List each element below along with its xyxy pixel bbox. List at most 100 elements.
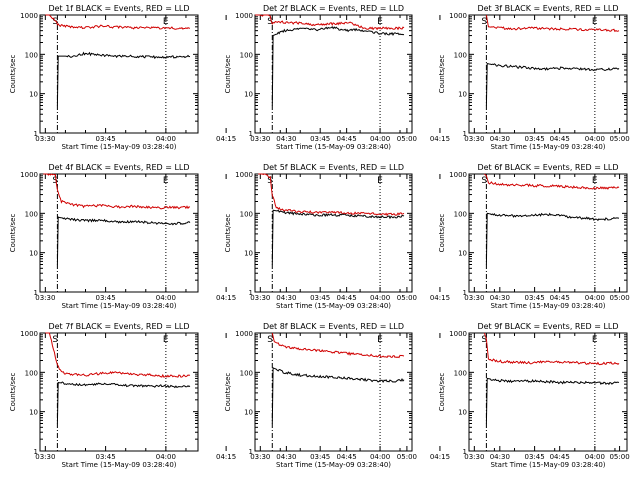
x-tick-label: 04:00	[585, 294, 605, 302]
y-axis-label: Counts/sec	[9, 55, 17, 94]
y-tick-label: 10	[29, 409, 38, 417]
y-tick-label: 1000	[449, 171, 467, 179]
x-tick-label: 04:00	[585, 453, 605, 461]
x-tick-label: 03:45	[96, 453, 116, 461]
series-events-line	[271, 367, 405, 424]
x-tick-label: 03:45	[96, 135, 116, 143]
plot-panel-5: Det 5f BLACK = Events, RED = LLD11010010…	[224, 163, 630, 310]
plot-panel-1: Det 1f BLACK = Events, RED = LLD11010010…	[9, 4, 417, 151]
x-axis-label: Start Time (15-May-09 03:28:40)	[276, 461, 391, 469]
plot-title: Det 5f BLACK = Events, RED = LLD	[263, 163, 404, 172]
series-lld-line	[483, 332, 620, 366]
series-lld-line	[43, 173, 191, 210]
y-tick-label: 100	[454, 51, 467, 59]
start-marker-label: S	[52, 335, 58, 345]
end-marker-label: E	[163, 17, 169, 27]
y-axis-label: Counts/sec	[9, 373, 17, 412]
x-tick-label: 03:45	[525, 135, 545, 143]
x-axis-label: Start Time (15-May-09 03:28:40)	[61, 302, 176, 310]
x-tick-label: 03:30	[35, 453, 55, 461]
x-tick-label: 03:30	[250, 453, 270, 461]
x-tick-label: 04:00	[156, 294, 176, 302]
y-tick-label: 100	[454, 210, 467, 218]
y-tick-label: 1	[249, 130, 253, 138]
series-lld-line	[255, 14, 405, 31]
x-tick-label: 04:45	[337, 135, 357, 143]
x-axis-label: Start Time (15-May-09 03:28:40)	[490, 461, 605, 469]
x-tick-label: 05:00	[397, 294, 417, 302]
y-tick-label: 1000	[20, 330, 38, 338]
x-tick-label: 04:45	[550, 135, 570, 143]
series-events-line	[271, 209, 405, 265]
plot-panel-6: Det 6f BLACK = Events, RED = LLD 1 10 100 10…	[438, 163, 628, 310]
y-tick-label: 100	[240, 210, 253, 218]
x-axis-label: Start Time (15-May-09 03:28:40)	[276, 302, 391, 310]
plot-panel-3: Det 3f BLACK = Events, RED = LLD 1 10 100 10…	[438, 4, 628, 151]
plot-frame	[254, 332, 413, 452]
x-tick-label: 03:45	[96, 294, 116, 302]
end-marker-label: E	[377, 176, 383, 186]
y-axis-label: Counts/sec	[224, 373, 232, 412]
series-lld-line	[484, 173, 620, 190]
y-axis-label: Counts/sec	[438, 55, 446, 94]
plot-frame	[468, 173, 628, 293]
series-events-line	[271, 26, 405, 106]
series-events-line	[485, 62, 620, 106]
y-tick-label: 1	[249, 289, 253, 297]
plot-title: Det 6f BLACK = Events, RED = LLD	[477, 163, 618, 172]
x-tick-label: 03:45	[310, 453, 330, 461]
x-tick-label: 05:00	[609, 135, 629, 143]
start-marker-label: S	[481, 17, 487, 27]
plot-frame	[39, 332, 199, 452]
plot-panel-8: Det 8f BLACK = Events, RED = LLD11010010…	[224, 322, 630, 469]
y-tick-label: 1	[463, 448, 467, 456]
start-marker-label: S	[52, 17, 58, 27]
x-axis-label: Start Time (15-May-09 03:28:40)	[276, 143, 391, 151]
x-tick-label: 03:30	[464, 453, 484, 461]
y-tick-label: 1	[34, 448, 38, 456]
y-tick-label: 10	[244, 250, 253, 258]
y-axis-label: Counts/sec	[224, 214, 232, 253]
plot-frame	[39, 173, 199, 293]
plot-title: Det 1f BLACK = Events, RED = LLD	[48, 4, 189, 13]
y-axis-label: Counts/sec	[9, 214, 17, 253]
y-tick-label: 100	[240, 369, 253, 377]
x-tick-label: 04:15	[216, 135, 236, 143]
x-axis-label: Start Time (15-May-09 03:28:40)	[61, 143, 176, 151]
plot-title: Det 2f BLACK = Events, RED = LLD	[263, 4, 404, 13]
x-tick-label: 04:15	[430, 294, 450, 302]
start-marker-label: S	[481, 335, 487, 345]
y-tick-label: 10	[458, 409, 467, 417]
y-tick-label: 1	[463, 289, 467, 297]
y-tick-label: 1	[463, 130, 467, 138]
x-tick-label: 03:45	[525, 453, 545, 461]
start-marker-label: S	[267, 17, 273, 27]
x-tick-label: 04:15	[430, 453, 450, 461]
end-marker-label: E	[377, 335, 383, 345]
x-tick-label: 03:45	[310, 294, 330, 302]
y-tick-label: 1	[34, 289, 38, 297]
x-tick-label: 04:00	[156, 453, 176, 461]
plot-panel-7: Det 7f BLACK = Events, RED = LLD11010010…	[9, 322, 417, 469]
y-tick-label: 10	[29, 250, 38, 258]
x-tick-label: 03:30	[35, 294, 55, 302]
plot-title: Det 8f BLACK = Events, RED = LLD	[263, 322, 404, 331]
y-tick-label: 10	[458, 250, 467, 258]
x-tick-label: 03:45	[525, 294, 545, 302]
y-axis-label: Counts/sec	[438, 214, 446, 253]
start-marker-label: S	[52, 176, 58, 186]
x-tick-label: 04:45	[337, 453, 357, 461]
y-tick-label: 1000	[20, 12, 38, 20]
plot-frame	[254, 14, 413, 134]
end-marker-label: E	[163, 335, 169, 345]
series-events-line	[56, 51, 191, 106]
x-tick-label: 04:00	[585, 135, 605, 143]
x-tick-label: 03:30	[35, 135, 55, 143]
x-tick-label: 04:15	[430, 135, 450, 143]
series-lld-line	[258, 173, 405, 217]
series-lld-line	[45, 332, 191, 378]
x-tick-label: 05:00	[609, 294, 629, 302]
end-marker-label: E	[163, 176, 169, 186]
x-tick-label: 04:30	[490, 294, 510, 302]
